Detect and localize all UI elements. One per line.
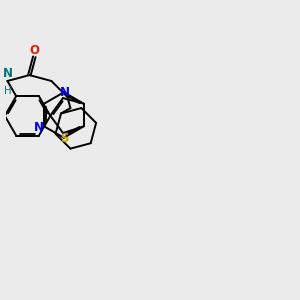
Text: O: O bbox=[29, 44, 39, 57]
Text: N: N bbox=[2, 67, 12, 80]
Text: N: N bbox=[34, 121, 44, 134]
Text: S: S bbox=[60, 132, 69, 145]
Text: N: N bbox=[59, 86, 70, 99]
Text: H: H bbox=[4, 86, 11, 96]
